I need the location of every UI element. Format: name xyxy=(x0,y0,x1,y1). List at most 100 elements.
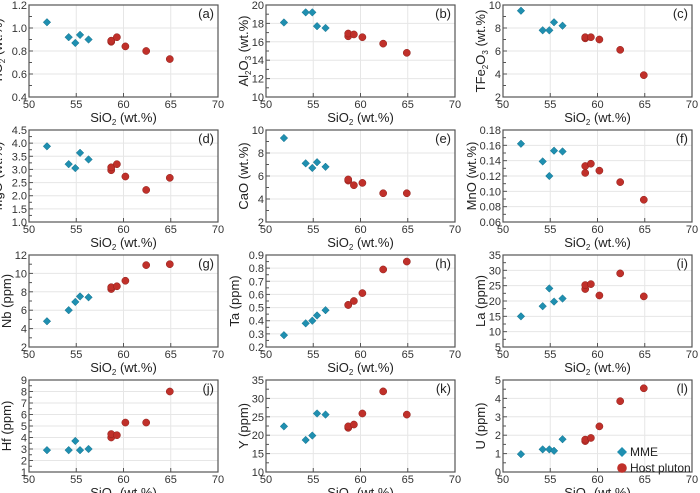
mme-point xyxy=(42,317,52,326)
mme-point xyxy=(279,331,289,340)
mme-point xyxy=(301,435,310,445)
mme-point xyxy=(538,26,547,35)
x-tick-label: 60 xyxy=(117,99,129,111)
x-tick-label: 55 xyxy=(70,224,82,236)
y-tick-label: 10 xyxy=(489,0,501,12)
y-tick-label: 3 xyxy=(21,444,27,456)
x-axis-label: SiO2 (wt.%) xyxy=(327,235,394,252)
host-pluton-point xyxy=(402,257,411,266)
y-axis-label: MgO (wt.%) xyxy=(0,142,5,211)
x-tick-label: 70 xyxy=(686,349,698,361)
x-tick-label: 55 xyxy=(307,349,319,361)
y-tick-label: 2 xyxy=(495,430,501,442)
mme-point xyxy=(42,142,52,151)
x-axis-label: SiO2 (wt.%) xyxy=(327,360,394,377)
panel-k: 50 55 60 65 70 10 15 20 25 30 35 SiO2 (wt.%) Y (ppm)… xyxy=(236,375,461,493)
y-tick-label: 4.0 xyxy=(12,138,27,150)
host-pluton-point xyxy=(402,48,411,57)
host-pluton-point xyxy=(587,280,595,288)
host-pluton-point xyxy=(639,195,648,204)
host-pluton-point xyxy=(616,178,625,186)
x-tick-label: 70 xyxy=(449,224,461,236)
host-pluton-point xyxy=(107,36,116,45)
host-pluton-point xyxy=(165,173,174,182)
host-pluton-point xyxy=(587,33,595,42)
host-pluton-point xyxy=(581,169,590,177)
x-tick-label: 65 xyxy=(402,99,414,111)
y-tick-label: 0.4 xyxy=(249,316,264,328)
x-tick-label: 70 xyxy=(449,99,461,111)
y-tick-label: 1 xyxy=(21,467,27,479)
y-tick-label: 9 xyxy=(21,375,27,387)
mme-point xyxy=(279,422,289,431)
x-tick-label: 65 xyxy=(402,474,414,486)
x-tick-label: 55 xyxy=(544,224,556,236)
x-tick-label: 60 xyxy=(117,349,129,361)
x-tick-label: 65 xyxy=(402,224,414,236)
host-pluton-point xyxy=(595,166,604,175)
y-tick-label: 20 xyxy=(252,0,264,12)
host-pluton-point xyxy=(358,179,367,187)
mme-point xyxy=(279,18,289,27)
x-axis-label: SiO2 (wt.%) xyxy=(564,360,631,377)
x-tick-label: 70 xyxy=(212,474,224,486)
host-pluton-point xyxy=(595,35,604,44)
x-tick-label: 55 xyxy=(70,99,82,111)
x-tick-label: 60 xyxy=(591,474,603,486)
y-axis-label: La (ppm) xyxy=(473,275,488,327)
legend: MME Host pluton xyxy=(617,445,691,475)
y-tick-label: 8 xyxy=(495,23,501,35)
mme-point xyxy=(75,292,85,301)
y-tick-label: 15 xyxy=(489,311,501,323)
y-tick-label: 8 xyxy=(21,387,27,399)
y-tick-label: 8 xyxy=(258,148,264,160)
x-tick-label: 50 xyxy=(260,224,272,236)
mme-point xyxy=(558,435,567,444)
x-axis-label: SiO2 (wt.%) xyxy=(564,110,631,127)
y-tick-label: 12 xyxy=(252,74,264,86)
x-tick-label: 55 xyxy=(544,474,556,486)
mme-point xyxy=(312,22,322,31)
y-tick-label: 0.8 xyxy=(249,263,264,275)
x-tick-label: 50 xyxy=(497,349,509,361)
x-tick-label: 60 xyxy=(591,349,603,361)
host-pluton-point xyxy=(121,172,130,181)
host-pluton-point xyxy=(379,189,388,198)
y-tick-label: 2 xyxy=(21,456,27,468)
host-pluton-point xyxy=(358,289,367,297)
host-pluton-point xyxy=(142,47,151,55)
x-tick-label: 50 xyxy=(497,474,509,486)
panel-label: (h) xyxy=(435,256,451,271)
y-tick-label: 6 xyxy=(495,46,501,58)
panel-label: (f) xyxy=(676,131,688,146)
y-tick-label: 20 xyxy=(489,296,501,308)
y-tick-label: 3.5 xyxy=(12,151,27,163)
y-axis-label: Nb (ppm) xyxy=(0,274,14,328)
x-tick-label: 65 xyxy=(639,349,651,361)
mme-point xyxy=(301,159,310,168)
y-tick-label: 5 xyxy=(495,375,501,387)
y-tick-label: 6 xyxy=(21,305,27,317)
mme-point xyxy=(549,18,559,27)
y-tick-label: 1.5 xyxy=(12,204,27,216)
y-tick-label: 4 xyxy=(21,433,27,445)
x-axis-label: SiO2 (wt.%) xyxy=(90,235,157,252)
x-tick-label: 65 xyxy=(639,99,651,111)
x-tick-label: 65 xyxy=(639,224,651,236)
mme-point xyxy=(84,293,93,302)
y-tick-label: 5 xyxy=(495,342,501,354)
x-axis-label: SiO2 (wt.%) xyxy=(90,360,157,377)
y-tick-label: 35 xyxy=(489,250,501,262)
y-tick-label: 4 xyxy=(495,393,501,405)
mme-point xyxy=(279,133,289,143)
x-tick-label: 50 xyxy=(23,99,35,111)
x-tick-label: 70 xyxy=(449,474,461,486)
x-tick-label: 50 xyxy=(260,349,272,361)
panel-label: (j) xyxy=(202,381,214,396)
panel-label: (d) xyxy=(198,131,214,146)
x-tick-label: 60 xyxy=(591,99,603,111)
panel-label: (e) xyxy=(435,131,451,146)
x-tick-label: 70 xyxy=(686,99,698,111)
y-tick-label: 10 xyxy=(252,125,264,137)
